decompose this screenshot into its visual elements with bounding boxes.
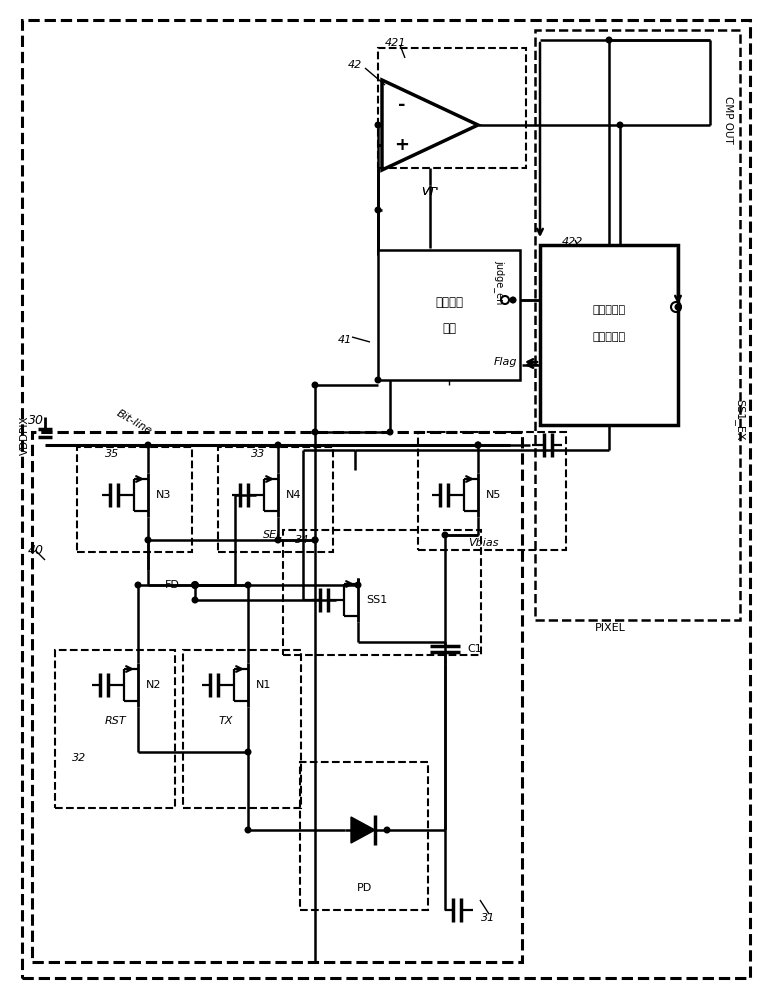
- Text: TX: TX: [219, 716, 233, 726]
- Bar: [300, 762, 428, 910]
- Circle shape: [192, 582, 198, 588]
- Circle shape: [275, 442, 281, 448]
- Text: N1: N1: [256, 680, 272, 690]
- Bar: [283, 530, 481, 655]
- Circle shape: [476, 442, 481, 448]
- Text: CMP OUT: CMP OUT: [723, 96, 733, 144]
- Text: 422: 422: [561, 237, 583, 247]
- Text: 33: 33: [251, 449, 265, 459]
- Bar: [77, 447, 192, 552]
- Text: 40: 40: [28, 544, 44, 556]
- Bar: [418, 432, 566, 550]
- Text: Flag: Flag: [493, 357, 517, 367]
- Circle shape: [312, 537, 318, 543]
- Text: 42: 42: [348, 60, 362, 70]
- Text: 电路: 电路: [442, 322, 456, 334]
- Text: 32: 32: [72, 753, 86, 763]
- Text: SS1_EX: SS1_EX: [735, 399, 746, 441]
- Circle shape: [375, 377, 380, 383]
- Circle shape: [145, 537, 151, 543]
- Circle shape: [511, 298, 515, 302]
- Text: PD: PD: [357, 883, 373, 893]
- Text: N5: N5: [486, 490, 502, 500]
- Bar: [378, 48, 526, 168]
- Text: FD: FD: [165, 580, 180, 590]
- Text: Bit-line: Bit-line: [115, 408, 154, 436]
- Circle shape: [145, 442, 151, 448]
- Circle shape: [606, 37, 612, 43]
- Circle shape: [384, 827, 390, 833]
- Text: VDDPIX: VDDPIX: [20, 415, 30, 455]
- Text: PIXEL: PIXEL: [594, 623, 625, 633]
- Circle shape: [275, 537, 281, 543]
- Bar: [218, 447, 333, 552]
- Circle shape: [375, 122, 380, 128]
- Circle shape: [375, 207, 380, 213]
- Circle shape: [355, 582, 360, 588]
- Circle shape: [312, 537, 318, 543]
- Circle shape: [245, 827, 251, 833]
- Circle shape: [193, 597, 198, 603]
- Text: VT': VT': [421, 187, 439, 197]
- Circle shape: [312, 429, 318, 435]
- Polygon shape: [351, 817, 375, 843]
- Circle shape: [675, 304, 681, 310]
- Text: -: -: [398, 96, 406, 114]
- Text: judge_en: judge_en: [495, 260, 505, 304]
- Text: SEL: SEL: [263, 530, 283, 540]
- Circle shape: [617, 122, 623, 128]
- Text: 35: 35: [105, 449, 119, 459]
- Text: N4: N4: [286, 490, 301, 500]
- Text: RST: RST: [105, 716, 127, 726]
- Text: Vbias: Vbias: [468, 538, 499, 548]
- Circle shape: [387, 429, 393, 435]
- Text: 421: 421: [384, 38, 406, 48]
- Text: SS1: SS1: [366, 595, 387, 605]
- Bar: [535, 30, 740, 620]
- Circle shape: [135, 582, 141, 588]
- Bar: [55, 650, 175, 808]
- Text: 第一控制信: 第一控制信: [592, 305, 626, 315]
- Text: C1: C1: [467, 644, 482, 654]
- Text: 模数转换: 模数转换: [435, 296, 463, 308]
- Circle shape: [312, 382, 318, 388]
- Text: N3: N3: [156, 490, 171, 500]
- Circle shape: [510, 297, 515, 303]
- Text: 41: 41: [338, 335, 352, 345]
- Bar: [183, 650, 301, 808]
- Text: VT': VT': [421, 187, 439, 197]
- Text: N2: N2: [146, 680, 162, 690]
- Bar: [378, 250, 520, 380]
- Circle shape: [245, 582, 251, 588]
- Bar: [540, 245, 678, 425]
- Text: 号产生电路: 号产生电路: [592, 332, 626, 342]
- Circle shape: [245, 749, 251, 755]
- Circle shape: [443, 532, 448, 538]
- Circle shape: [476, 442, 481, 448]
- Text: 30: 30: [28, 414, 44, 426]
- Text: 31: 31: [481, 913, 495, 923]
- Bar: [32, 432, 522, 962]
- Text: 34: 34: [295, 535, 309, 545]
- Text: +: +: [394, 136, 410, 154]
- Circle shape: [192, 582, 198, 588]
